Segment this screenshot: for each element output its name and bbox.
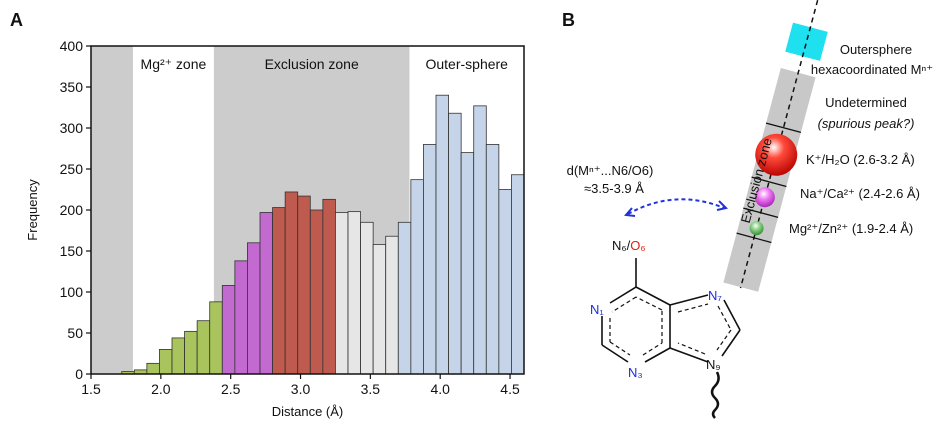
x-tick-label: 2.5 [221,381,241,397]
zone-label: Outer-sphere [425,56,508,72]
y-tick-label: 400 [60,38,84,54]
bar [309,209,324,375]
x-tick-label: 4.0 [430,381,450,397]
bar [272,207,286,375]
distance-label: d(Mⁿ⁺...N6/O6) [567,163,654,178]
y-tick-label: 50 [67,325,83,341]
bar [360,221,374,375]
zone-shade [91,46,133,374]
atom-label: N₃ [628,365,643,380]
bar [385,235,399,375]
atom-label: / [627,238,631,253]
x-tick-label: 4.5 [500,381,520,397]
k-ion [755,133,798,176]
boundary [743,207,779,219]
panel-label: B [562,10,575,30]
bar [335,212,349,375]
bar [209,301,223,375]
bar [410,179,424,375]
bar [297,195,311,375]
x-axis-label: Distance (Å) [272,404,344,419]
exclusion-band [723,68,816,292]
y-tick-label: 300 [60,120,84,136]
bar [146,362,160,375]
bar [196,320,211,375]
arrow-head [624,207,636,217]
x-tick-label: 1.5 [81,381,101,397]
y-axis-label: Frequency [25,179,40,241]
mg-label: Mg²⁺/Zn²⁺ (1.9-2.4 Å) [789,221,913,236]
panel-label: A [10,10,23,30]
bar [460,152,475,375]
atom-label: N₇ [708,288,722,303]
distance-arrow [627,198,725,215]
y-tick-label: 150 [60,243,84,259]
n6-o6-label: N₆/O₆ [612,238,646,253]
bar [284,191,299,375]
bar [221,285,236,375]
mg-ion [749,221,764,236]
histogram-panel: Mg²⁺ zone Exclusion zone Outer-sphere 0 50 10… [25,38,525,419]
bar [247,242,261,375]
outersphere-label: hexacoordinated Mⁿ⁺ [811,62,933,77]
zone-label: Mg²⁺ zone [141,56,207,72]
arrow-head [716,200,728,211]
atom-label: O₆ [630,238,645,253]
bar [511,174,525,375]
bar [171,337,185,375]
bar [397,221,412,375]
undetermined-label: (spurious peak?) [818,116,915,131]
x-tick-label: 2.0 [151,381,171,397]
undetermined-label: Undetermined [825,95,907,110]
distance-label: ≈3.5-3.9 Å [584,181,644,196]
atom-label: N₁ [590,302,604,317]
bar [184,330,198,375]
bar [159,348,173,375]
bar [372,244,387,375]
na-label: Na⁺/Ca²⁺ (2.4-2.6 Å) [800,186,920,201]
y-tick-label: 200 [60,202,84,218]
boundary [751,176,787,188]
y-tick-label: 250 [60,161,84,177]
bar [448,112,462,375]
boundary [765,122,802,134]
outersphere-label: Outersphere [840,42,912,57]
y-tick-label: 0 [75,366,83,382]
bar [347,211,361,375]
bar [423,143,437,375]
y-tick-label: 350 [60,79,84,95]
adenine [601,258,741,419]
bar [435,94,449,375]
coordination-axis: Exclusion zone [723,0,828,292]
y-tick-label: 100 [60,284,84,300]
atom-label: N₆ [612,238,627,253]
bar [234,260,248,375]
bar [322,198,336,375]
outersphere-box [785,22,828,61]
diagram: Exclusion zone Outersphere hexacoordinat… [567,0,933,419]
bar [485,143,500,375]
x-tick-label: 3.0 [291,381,311,397]
x-tick-label: 3.5 [361,381,381,397]
atom-label: N₉ [706,357,721,372]
zone-label: Exclusion zone [265,56,359,72]
bar [473,105,487,375]
boundary [736,232,772,244]
na-ion [754,187,775,208]
bar [259,212,273,375]
bar [498,189,512,375]
k-label: K⁺/H₂O (2.6-3.2 Å) [806,152,915,167]
